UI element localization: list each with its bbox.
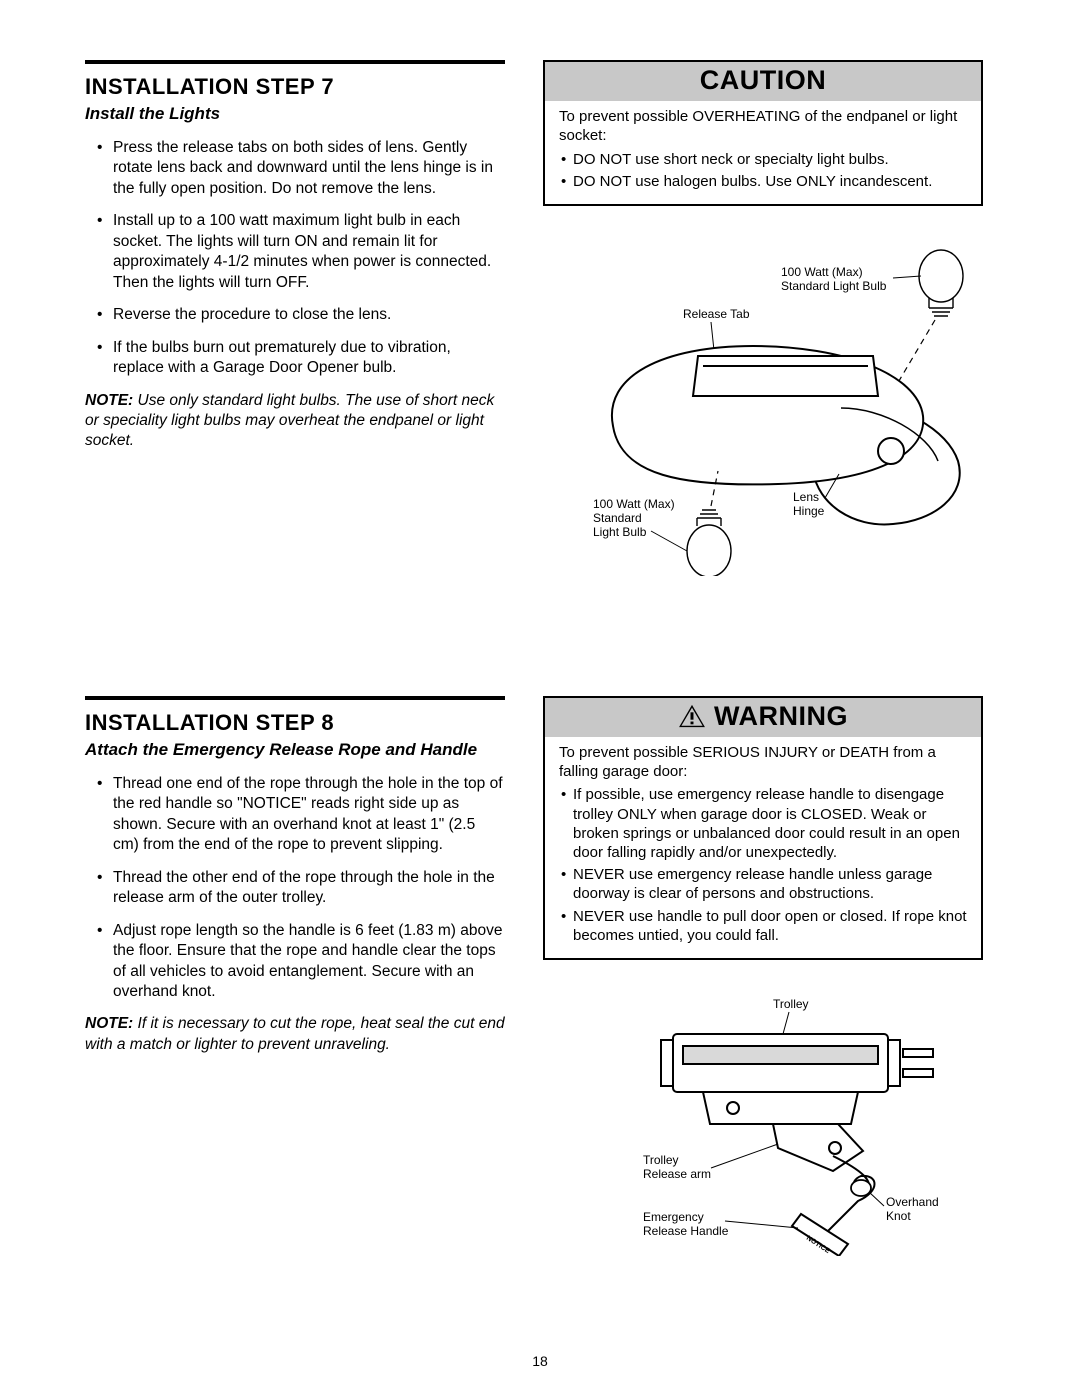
- step7-bullets: Press the release tabs on both sides of …: [85, 138, 505, 379]
- diagram-label: 100 Watt (Max): [781, 265, 863, 279]
- section-gap: [85, 576, 1005, 696]
- diagram-label: Standard: [593, 511, 642, 525]
- warning-bullet: NEVER use handle to pull door open or cl…: [561, 907, 971, 945]
- heavy-rule: [85, 696, 505, 700]
- diagram-label: Trolley: [773, 997, 809, 1011]
- diagram-label: Lens: [793, 490, 819, 504]
- step8-bullet: Adjust rope length so the handle is 6 fe…: [103, 921, 505, 1003]
- step8-title: INSTALLATION STEP 8: [85, 710, 505, 736]
- note-label: NOTE:: [85, 392, 133, 409]
- caution-body: To prevent possible OVERHEATING of the e…: [545, 101, 981, 204]
- step8-note: NOTE: If it is necessary to cut the rope…: [85, 1014, 505, 1055]
- warning-intro: To prevent possible SERIOUS INJURY or DE…: [559, 744, 971, 782]
- warning-box: WARNING To prevent possible SERIOUS INJU…: [543, 696, 983, 960]
- warning-bullets: If possible, use emergency release handl…: [559, 785, 971, 945]
- caution-box: CAUTION To prevent possible OVERHEATING …: [543, 60, 983, 206]
- page-number: 18: [0, 1353, 1080, 1369]
- diagram-label: 100 Watt (Max): [593, 497, 675, 511]
- step7-title: INSTALLATION STEP 7: [85, 74, 505, 100]
- diagram-label: Standard Light Bulb: [781, 279, 887, 293]
- warning-header: WARNING: [545, 698, 981, 737]
- diagram-label: Hinge: [793, 504, 825, 518]
- warning-bullet: NEVER use emergency release handle unles…: [561, 865, 971, 903]
- warning-header-text: WARNING: [714, 701, 848, 732]
- step7-bullet: Press the release tabs on both sides of …: [103, 138, 505, 199]
- step8-bullet: Thread the other end of the rope through…: [103, 868, 505, 909]
- trolley-diagram: NOTICE Trolley Trolley Release arm Emerg…: [603, 996, 963, 1256]
- heavy-rule: [85, 60, 505, 64]
- step7-columns: INSTALLATION STEP 7 Install the Lights P…: [85, 60, 1005, 576]
- caution-intro: To prevent possible OVERHEATING of the e…: [559, 108, 971, 146]
- step8-figure: NOTICE Trolley Trolley Release arm Emerg…: [603, 996, 983, 1256]
- diagram-label: Trolley: [643, 1153, 679, 1167]
- diagram-label: Release arm: [643, 1167, 711, 1181]
- diagram-label: Overhand: [886, 1195, 939, 1209]
- warning-triangle-icon: [678, 704, 706, 728]
- caution-bullet: DO NOT use halogen bulbs. Use ONLY incan…: [561, 172, 971, 191]
- diagram-label: Emergency: [643, 1210, 704, 1224]
- diagram-label: Release Handle: [643, 1224, 729, 1238]
- note-label: NOTE:: [85, 1015, 133, 1032]
- warning-bullet: If possible, use emergency release handl…: [561, 785, 971, 862]
- step7-bullet: If the bulbs burn out prematurely due to…: [103, 338, 505, 379]
- note-body: If it is necessary to cut the rope, heat…: [85, 1015, 505, 1052]
- diagram-label: Knot: [886, 1209, 911, 1223]
- diagram-label: Release Tab: [683, 307, 750, 321]
- step7-subtitle: Install the Lights: [85, 104, 505, 124]
- step7-right-col: CAUTION To prevent possible OVERHEATING …: [543, 60, 983, 576]
- caution-header: CAUTION: [545, 62, 981, 101]
- note-body: Use only standard light bulbs. The use o…: [85, 392, 494, 450]
- step7-note: NOTE: Use only standard light bulbs. The…: [85, 391, 505, 452]
- caution-bullets: DO NOT use short neck or specialty light…: [559, 150, 971, 191]
- step8-bullets: Thread one end of the rope through the h…: [85, 774, 505, 1003]
- step8-right-col: WARNING To prevent possible SERIOUS INJU…: [543, 696, 983, 1256]
- diagram-label: Light Bulb: [593, 525, 647, 539]
- step7-left-col: INSTALLATION STEP 7 Install the Lights P…: [85, 60, 505, 576]
- caution-bullet: DO NOT use short neck or specialty light…: [561, 150, 971, 169]
- step8-subtitle: Attach the Emergency Release Rope and Ha…: [85, 740, 505, 760]
- step8-bullet: Thread one end of the rope through the h…: [103, 774, 505, 856]
- step8-columns: INSTALLATION STEP 8 Attach the Emergency…: [85, 696, 1005, 1256]
- gap: [543, 960, 983, 978]
- garage-opener-light-diagram: 100 Watt (Max) Standard Light Bulb Relea…: [543, 246, 983, 576]
- step7-bullet: Install up to a 100 watt maximum light b…: [103, 211, 505, 293]
- warning-body: To prevent possible SERIOUS INJURY or DE…: [545, 737, 981, 958]
- step7-figure: 100 Watt (Max) Standard Light Bulb Relea…: [543, 246, 983, 576]
- step7-bullet: Reverse the procedure to close the lens.: [103, 305, 505, 325]
- step8-left-col: INSTALLATION STEP 8 Attach the Emergency…: [85, 696, 505, 1256]
- page: INSTALLATION STEP 7 Install the Lights P…: [0, 0, 1080, 1397]
